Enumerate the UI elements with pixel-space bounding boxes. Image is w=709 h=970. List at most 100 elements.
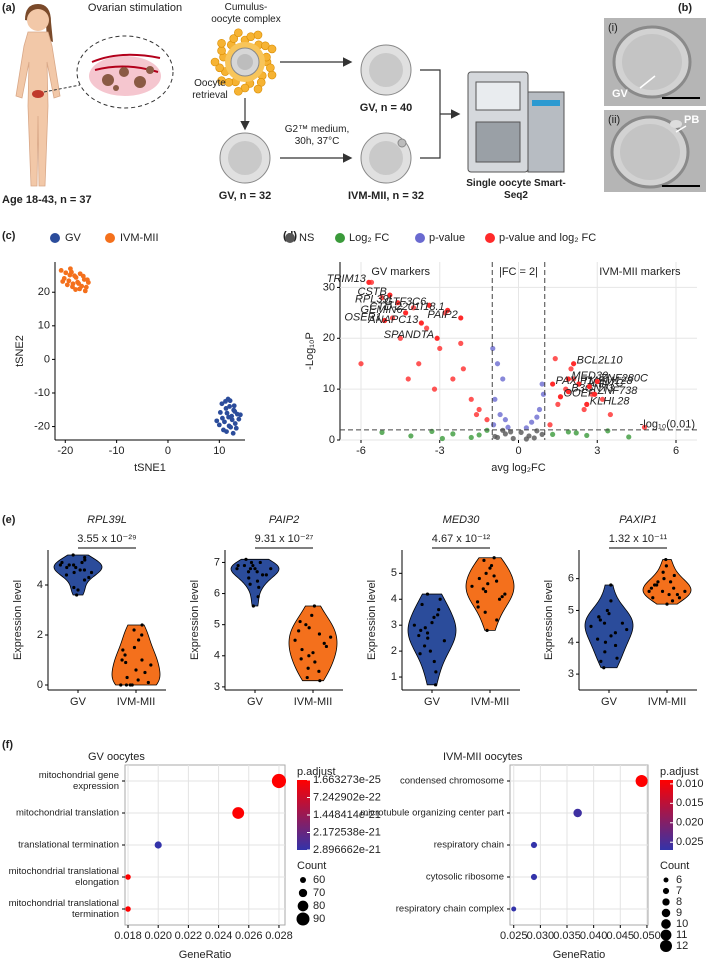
point (257, 585, 261, 589)
point (87, 575, 91, 580)
point (307, 654, 311, 658)
point (128, 683, 132, 687)
dot (530, 841, 538, 849)
violin-body (465, 557, 515, 631)
legend-swatch (50, 233, 60, 243)
point (661, 570, 665, 574)
pb-arrow-label: PB (684, 114, 699, 126)
x-tick-label: 0.045 (607, 930, 635, 942)
gene-label: TMEM128 (582, 375, 634, 387)
point (605, 608, 609, 613)
point (502, 417, 508, 423)
y-tick-label: 0 (329, 434, 335, 446)
point (231, 403, 237, 409)
point (518, 429, 524, 435)
point (476, 432, 482, 438)
y-axis-title: Expression level (189, 580, 201, 660)
size-label: 60 (313, 874, 325, 886)
point (482, 558, 486, 562)
point (76, 281, 82, 286)
point (609, 599, 613, 603)
x-tick-label: IVM-MII (294, 696, 333, 708)
point (599, 396, 606, 402)
point (65, 565, 69, 570)
violin-body (288, 605, 338, 682)
y-tick-label: 0 (44, 353, 50, 365)
point (419, 628, 423, 632)
point (492, 433, 498, 440)
group-label: IVM-MII, n = 32 (348, 190, 424, 202)
x-tick-label: GV (247, 696, 264, 708)
point (64, 282, 70, 288)
gene-label: MED30 (571, 370, 609, 382)
point (214, 418, 220, 424)
x-tick-label: 0.024 (205, 930, 233, 942)
coc-label: Cumulus-oocyte complex (211, 2, 281, 25)
violin-body (642, 559, 692, 605)
point (555, 401, 561, 407)
point (607, 411, 613, 418)
point (249, 560, 254, 565)
point (539, 431, 545, 438)
violin-body (584, 584, 634, 669)
point (123, 653, 127, 657)
point (140, 658, 144, 662)
point (589, 624, 593, 628)
size-label: 7 (676, 885, 682, 897)
point (428, 649, 432, 653)
point (73, 275, 79, 280)
point (603, 640, 608, 644)
point (476, 406, 482, 413)
threshold-label: |FC = 2| (499, 266, 538, 278)
point (609, 634, 613, 638)
y-tick-label: 3 (568, 668, 574, 680)
legend-label: IVM-MII (120, 232, 159, 244)
point (470, 584, 474, 588)
cumulus-cell (217, 38, 226, 48)
labeled-point (418, 320, 424, 326)
cumulus-cell (210, 57, 220, 67)
x-tick-label: GV (424, 696, 441, 708)
x-tick-label: IVM-MII (471, 696, 510, 708)
point (121, 648, 125, 652)
point (677, 596, 682, 600)
size-swatch (660, 929, 672, 941)
point (318, 679, 322, 683)
point (132, 628, 136, 632)
colorbar-label: 0.020 (676, 817, 704, 829)
point (439, 435, 445, 442)
threshold-label: -log₁₀(0.01) (640, 419, 695, 431)
x-tick-label: 0.028 (265, 930, 293, 942)
point (488, 566, 492, 570)
point (230, 430, 236, 436)
labeled-point (565, 389, 571, 395)
point (500, 376, 506, 382)
legend-swatch (415, 233, 425, 243)
legend-swatch (285, 233, 295, 243)
point (483, 610, 487, 614)
panel-label: (b) (678, 2, 692, 14)
point (119, 683, 123, 687)
sub-label: (ii) (608, 114, 620, 126)
point (74, 565, 78, 570)
point (552, 356, 558, 362)
x-tick-label: IVM-MII (117, 696, 156, 708)
group-label: GV, n = 40 (360, 102, 413, 114)
point (418, 652, 422, 656)
point (405, 376, 411, 382)
y-tick-label: 20 (323, 332, 335, 344)
point (595, 637, 600, 641)
labeled-point (387, 292, 393, 298)
point (236, 563, 240, 568)
point (500, 427, 506, 433)
region-label: GV markers (371, 266, 430, 278)
point (565, 429, 571, 435)
y-tick-label: 30 (323, 281, 335, 293)
point (670, 599, 675, 603)
labeled-point (565, 376, 571, 382)
size-label: 90 (313, 913, 325, 925)
size-swatch (662, 887, 670, 895)
point (450, 431, 456, 437)
point (602, 621, 607, 625)
gene-title: PAIP2 (269, 514, 299, 526)
